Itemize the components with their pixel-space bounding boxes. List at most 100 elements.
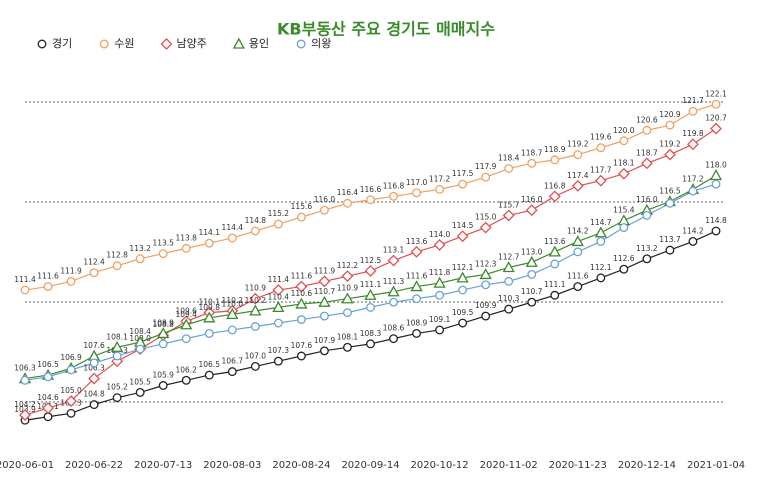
marker	[249, 304, 262, 316]
marker	[433, 238, 446, 251]
value-label: 113.2	[636, 244, 658, 253]
value-label: 114.0	[429, 230, 451, 239]
marker	[319, 311, 329, 321]
x-tick-label: 2020-06-01	[0, 460, 54, 471]
marker	[435, 184, 445, 194]
marker	[619, 136, 629, 146]
value-label: 121.7	[682, 96, 704, 105]
value-label: 115.6	[291, 202, 313, 211]
marker	[273, 219, 283, 229]
marker	[180, 318, 193, 330]
marker	[341, 292, 354, 304]
value-label: 110.4	[268, 292, 290, 301]
value-label: 114.4	[222, 223, 244, 232]
grid	[25, 101, 725, 403]
marker	[181, 243, 191, 253]
x-tick-label: 2020-11-02	[480, 460, 538, 471]
value-label: 111.9	[60, 266, 82, 275]
marker	[65, 395, 77, 408]
value-label: 104.8	[83, 390, 105, 399]
marker	[227, 367, 237, 377]
value-label: 117.7	[590, 166, 612, 175]
marker	[37, 39, 47, 49]
value-label: 113.6	[544, 237, 566, 246]
value-label: 108.9	[152, 318, 174, 327]
value-label: 113.5	[152, 239, 174, 248]
value-label: 112.1	[452, 263, 474, 272]
marker	[687, 138, 699, 151]
marker	[548, 245, 561, 257]
value-label: 116.0	[521, 195, 543, 204]
marker	[364, 265, 377, 277]
x-tick-label: 2020-12-14	[618, 460, 676, 471]
value-label: 110.6	[291, 289, 313, 298]
value-label: 111.4	[268, 275, 290, 284]
value-label: 110.0	[222, 299, 244, 308]
marker	[458, 285, 468, 295]
value-label: 109.5	[452, 308, 474, 317]
x-tick-label: 2021-01-04	[687, 460, 745, 471]
marker	[319, 346, 329, 356]
value-label: 115.2	[268, 209, 290, 218]
value-label: 118.7	[521, 148, 543, 157]
marker	[19, 409, 31, 421]
value-label: 117.2	[682, 174, 704, 183]
marker	[596, 143, 606, 153]
value-label: 105.5	[129, 377, 151, 386]
value-label: 105.0	[60, 386, 82, 395]
marker	[573, 150, 583, 160]
value-label: 117.2	[429, 174, 451, 183]
marker	[272, 301, 285, 313]
x-tick-label: 2020-06-22	[65, 460, 123, 471]
value-label: 112.3	[475, 259, 497, 268]
marker	[296, 351, 306, 361]
value-label: 118.1	[613, 159, 635, 168]
value-label: 107.6	[291, 341, 313, 350]
marker	[389, 297, 398, 307]
marker	[181, 334, 191, 344]
marker	[665, 120, 675, 130]
marker	[249, 292, 262, 305]
legend-label: 의왕	[311, 37, 331, 50]
marker	[157, 327, 170, 339]
marker	[548, 190, 561, 203]
marker	[458, 318, 468, 328]
marker	[688, 236, 698, 246]
value-label: 113.0	[521, 247, 543, 256]
value-label: 114.5	[452, 221, 474, 230]
value-label: 113.1	[383, 246, 405, 255]
value-label: 109.1	[429, 315, 451, 324]
marker	[433, 276, 446, 288]
marker	[688, 106, 698, 116]
marker	[296, 39, 306, 49]
value-label: 119.2	[567, 140, 589, 149]
value-label: 110.9	[245, 284, 267, 293]
value-label: 107.3	[268, 346, 290, 355]
marker	[642, 210, 652, 220]
value-label: 104.2	[14, 400, 36, 409]
marker	[550, 290, 560, 300]
value-label: 111.9	[314, 266, 336, 275]
marker	[619, 223, 629, 232]
value-label: 105.2	[106, 383, 128, 392]
marker	[112, 393, 122, 403]
value-label: 107.9	[314, 336, 336, 345]
marker	[640, 157, 653, 170]
marker	[481, 280, 491, 290]
marker	[112, 261, 122, 271]
marker	[341, 270, 354, 283]
value-label: 106.5	[37, 360, 59, 369]
marker	[250, 322, 260, 331]
value-label: 107.6	[83, 341, 105, 350]
marker	[343, 308, 352, 318]
marker	[250, 361, 260, 371]
marker	[502, 261, 515, 273]
marker	[366, 195, 375, 205]
marker	[435, 325, 445, 335]
legend-label: 용인	[249, 37, 269, 50]
marker	[295, 280, 308, 293]
marker	[596, 273, 606, 283]
marker	[435, 290, 445, 300]
marker	[550, 259, 560, 269]
